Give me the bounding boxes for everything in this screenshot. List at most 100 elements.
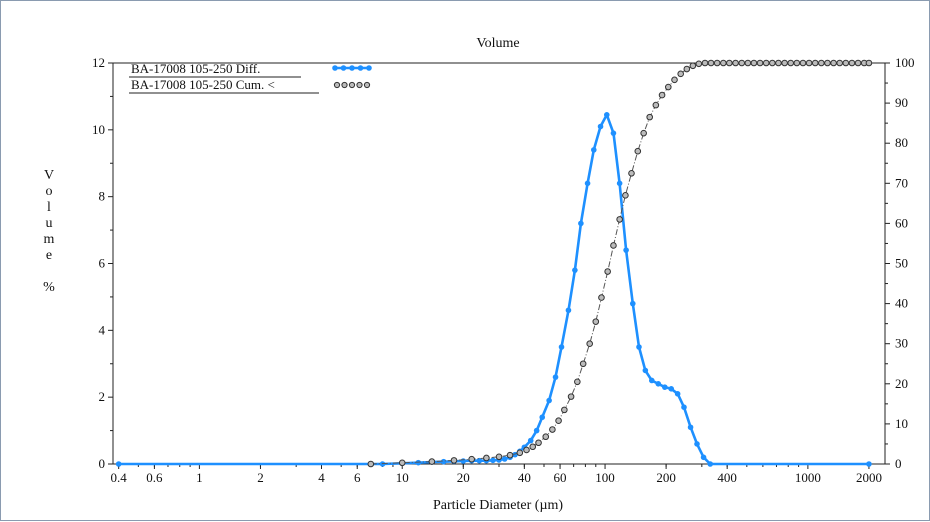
y-right-tick-label: 70 [895, 175, 908, 190]
data-point [648, 377, 655, 384]
data-point [415, 459, 422, 466]
chart-title: Volume [476, 36, 519, 51]
data-point [549, 426, 556, 433]
data-point [658, 91, 666, 99]
plot-area-border [112, 62, 886, 465]
data-point [440, 458, 447, 465]
data-point [781, 59, 788, 67]
data-point [646, 113, 653, 121]
data-point [707, 461, 714, 467]
x-tick-label: 1 [196, 470, 203, 485]
data-point [664, 83, 672, 91]
data-point [805, 59, 813, 67]
data-point [542, 433, 550, 441]
data-point [824, 59, 831, 67]
data-point [854, 59, 862, 67]
legend-label-diff: BA-17008 105-250 Diff. [131, 61, 260, 76]
data-point [527, 437, 534, 444]
data-point [865, 59, 873, 67]
data-point [483, 454, 490, 462]
data-point [775, 59, 782, 67]
y-axis-label-char: o [46, 184, 53, 199]
data-point [640, 129, 647, 137]
x-axis-ticks: 0.4 0.6 1 2 4 6 10 20 40 60 100 200 400 1000 2000 [111, 464, 882, 485]
y-right-tick-label: 100 [895, 55, 915, 70]
data-point [848, 59, 856, 67]
data-point [818, 59, 825, 67]
data-point [866, 461, 872, 467]
data-point [572, 267, 578, 273]
data-point [450, 457, 458, 464]
data-point [584, 180, 591, 187]
x-tick-label: 0.6 [146, 470, 163, 485]
y-right-tick-label: 60 [895, 215, 908, 230]
data-point [793, 59, 801, 67]
y-left-tick-label: 6 [99, 256, 106, 271]
y-axis-right-ticks: 0 10 20 30 40 50 60 70 80 90 100 [885, 55, 915, 471]
x-tick-label: 4 [318, 470, 325, 485]
data-point [830, 59, 837, 67]
y-left-tick-label: 4 [99, 322, 106, 337]
legend-marker-cum [348, 81, 356, 89]
data-point [687, 424, 694, 431]
y-left-tick-label: 10 [92, 122, 105, 137]
data-point [811, 59, 819, 67]
data-point [652, 101, 660, 109]
data-point [674, 391, 681, 397]
data-point [683, 65, 691, 73]
data-point [598, 294, 605, 301]
legend-marker-cum [363, 81, 371, 89]
data-point [769, 59, 776, 67]
data-point [701, 59, 709, 67]
data-point [539, 414, 546, 421]
data-point [460, 458, 467, 464]
x-tick-label: 1000 [795, 470, 821, 485]
data-point [695, 60, 703, 68]
data-point [756, 59, 764, 67]
data-point [574, 378, 581, 386]
data-point [586, 340, 593, 348]
data-point [578, 220, 584, 227]
legend-marker-cum [333, 81, 341, 89]
data-point [367, 460, 375, 468]
data-point [476, 457, 483, 464]
data-point [661, 384, 668, 390]
x-tick-label: 10 [396, 470, 409, 485]
data-point [533, 427, 540, 434]
data-point [501, 456, 508, 462]
data-point [700, 454, 707, 461]
data-point [579, 360, 587, 368]
legend-marker-diff [349, 65, 355, 71]
series-line [370, 62, 869, 465]
data-point [115, 461, 122, 467]
series-diff [115, 111, 872, 467]
data-point [516, 449, 524, 457]
data-point [842, 59, 850, 67]
data-point [636, 344, 642, 350]
y-axis-label-char: m [44, 232, 55, 247]
plot-axes [112, 62, 886, 465]
y-axis-label-char: e [46, 248, 52, 263]
data-point [677, 70, 684, 78]
data-point [750, 59, 758, 67]
data-point [592, 318, 600, 325]
data-point [490, 457, 496, 464]
y-left-tick-label: 12 [92, 55, 105, 70]
data-point [713, 59, 721, 67]
x-tick-label: 2 [257, 470, 264, 485]
y-axis-label-left: Volume% [43, 168, 55, 295]
data-point [668, 386, 675, 392]
data-point [428, 458, 436, 465]
series-cumulative [367, 59, 873, 468]
data-point [398, 459, 406, 467]
y-left-tick-label: 8 [99, 189, 106, 204]
data-point [529, 443, 537, 451]
data-point [597, 123, 604, 130]
data-point [552, 374, 559, 380]
y-axis-label-char: l [47, 200, 51, 215]
y-right-tick-label: 0 [895, 456, 902, 471]
data-point [732, 59, 739, 67]
data-point [799, 59, 807, 67]
